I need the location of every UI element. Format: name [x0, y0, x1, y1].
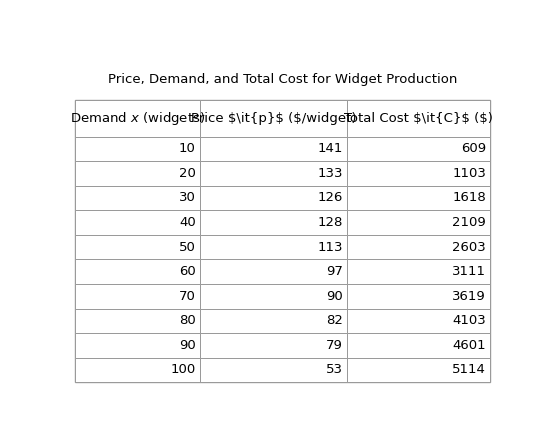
Text: 97: 97 — [326, 265, 343, 278]
Text: 1103: 1103 — [452, 167, 486, 180]
Text: Demand $\it{x}$ (widgets): Demand $\it{x}$ (widgets) — [70, 110, 205, 127]
Bar — [76, 333, 200, 357]
Bar — [347, 186, 490, 210]
Bar — [200, 186, 347, 210]
Text: 20: 20 — [179, 167, 195, 180]
Text: Price, Demand, and Total Cost for Widget Production: Price, Demand, and Total Cost for Widget… — [108, 73, 458, 86]
Text: 133: 133 — [317, 167, 343, 180]
Text: 53: 53 — [326, 364, 343, 376]
Bar — [347, 260, 490, 284]
Text: 50: 50 — [179, 241, 195, 253]
Bar — [200, 260, 347, 284]
Text: 80: 80 — [179, 314, 195, 327]
Bar — [347, 210, 490, 235]
Text: 609: 609 — [461, 142, 486, 155]
Bar — [76, 100, 490, 382]
Bar — [347, 284, 490, 309]
Bar — [200, 333, 347, 357]
Text: 2109: 2109 — [452, 216, 486, 229]
Bar — [347, 136, 490, 161]
Bar — [76, 357, 200, 382]
Text: 128: 128 — [317, 216, 343, 229]
Text: 10: 10 — [179, 142, 195, 155]
Bar — [76, 136, 200, 161]
Bar — [76, 235, 200, 260]
Text: 90: 90 — [179, 339, 195, 352]
Bar — [76, 161, 200, 186]
Text: 1618: 1618 — [452, 191, 486, 205]
Bar — [347, 235, 490, 260]
Bar — [347, 100, 490, 136]
Text: 90: 90 — [326, 290, 343, 303]
Text: 100: 100 — [171, 364, 195, 376]
Bar — [76, 284, 200, 309]
Text: Total Cost $\it{C}$ ($): Total Cost $\it{C}$ ($) — [344, 111, 493, 125]
Bar — [76, 309, 200, 333]
Text: 30: 30 — [179, 191, 195, 205]
Bar — [347, 309, 490, 333]
Text: 2603: 2603 — [452, 241, 486, 253]
Text: Price $\it{p}$ ($/widget): Price $\it{p}$ ($/widget) — [191, 111, 356, 125]
Bar — [200, 309, 347, 333]
Text: 82: 82 — [326, 314, 343, 327]
Text: 3619: 3619 — [452, 290, 486, 303]
Bar — [347, 161, 490, 186]
Text: 70: 70 — [179, 290, 195, 303]
Text: 126: 126 — [317, 191, 343, 205]
Text: 141: 141 — [317, 142, 343, 155]
Text: 79: 79 — [326, 339, 343, 352]
Bar — [200, 284, 347, 309]
Bar — [200, 161, 347, 186]
Bar — [76, 186, 200, 210]
Bar — [200, 357, 347, 382]
Bar — [76, 100, 200, 136]
Text: 40: 40 — [179, 216, 195, 229]
Bar — [76, 210, 200, 235]
Bar — [200, 235, 347, 260]
Bar — [200, 210, 347, 235]
Bar — [200, 100, 347, 136]
Bar — [347, 333, 490, 357]
Bar — [200, 136, 347, 161]
Text: 113: 113 — [317, 241, 343, 253]
Text: 60: 60 — [179, 265, 195, 278]
Text: 4103: 4103 — [452, 314, 486, 327]
Text: 3111: 3111 — [452, 265, 486, 278]
Text: 4601: 4601 — [453, 339, 486, 352]
Bar — [76, 260, 200, 284]
Text: 5114: 5114 — [452, 364, 486, 376]
Bar — [347, 357, 490, 382]
